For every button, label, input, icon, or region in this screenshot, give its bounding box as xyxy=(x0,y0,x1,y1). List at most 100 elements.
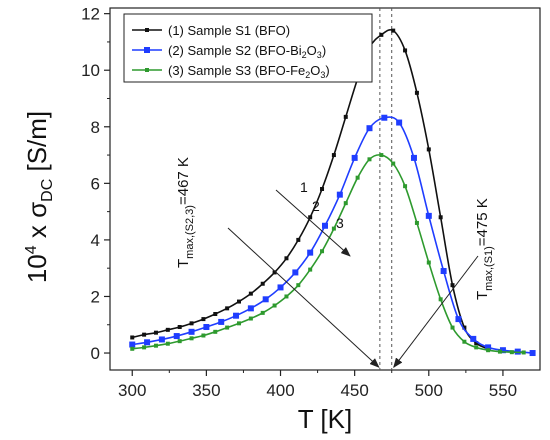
data-point xyxy=(225,306,230,311)
data-point xyxy=(343,114,348,119)
data-point xyxy=(396,119,403,126)
data-point xyxy=(414,220,419,225)
y-tick-label: 2 xyxy=(91,287,100,306)
data-point xyxy=(499,347,506,354)
x-tick-label: 300 xyxy=(118,381,146,400)
data-point xyxy=(426,147,431,152)
legend-swatch-marker xyxy=(144,47,150,53)
data-point xyxy=(213,312,218,317)
data-point xyxy=(331,153,336,158)
data-point xyxy=(381,114,388,121)
data-point xyxy=(336,191,343,198)
data-point xyxy=(391,28,396,33)
data-point xyxy=(366,125,373,132)
data-point xyxy=(351,154,358,161)
series-1 xyxy=(130,28,491,351)
data-point xyxy=(248,316,253,321)
data-point xyxy=(379,32,384,37)
x-tick-label: 350 xyxy=(192,381,220,400)
x-tick-label: 400 xyxy=(266,381,294,400)
annotation-layer: Tmax,(S2,3)=467 K Tmax,(S1)=475 K 123 xyxy=(175,157,495,368)
y-axis-title: 104 x σDC [S/m] xyxy=(22,111,56,283)
data-point xyxy=(440,268,447,275)
y-tick-label: 0 xyxy=(91,344,100,363)
series-3 xyxy=(130,153,526,355)
data-point xyxy=(165,327,170,332)
data-point xyxy=(262,296,269,303)
series-2 xyxy=(129,114,536,357)
legend-label: (3) Sample S3 (BFO-Fe2O3) xyxy=(168,63,330,80)
data-point xyxy=(296,237,301,242)
data-point xyxy=(331,226,336,231)
series-layer xyxy=(129,28,536,357)
data-point xyxy=(425,212,432,219)
curve-number-label: 1 xyxy=(300,179,308,195)
x-tick-label: 550 xyxy=(489,381,517,400)
data-point xyxy=(391,161,396,166)
data-point xyxy=(189,336,194,341)
tmax-s23-label: Tmax,(S2,3)=467 K xyxy=(175,157,196,268)
legend-swatch-marker xyxy=(145,28,149,32)
curve-number-label: 2 xyxy=(312,198,320,214)
tmax-s23-arrow xyxy=(227,227,380,368)
data-point xyxy=(410,154,417,161)
tmax-s1-arrow xyxy=(393,255,479,368)
x-tick-label: 500 xyxy=(415,381,443,400)
data-point xyxy=(403,48,408,53)
data-point xyxy=(237,321,241,326)
data-point xyxy=(284,256,289,261)
data-point xyxy=(474,345,479,350)
data-point xyxy=(379,153,384,158)
data-point xyxy=(153,343,158,348)
data-point xyxy=(521,350,526,355)
data-point xyxy=(284,294,289,299)
trend-arrow xyxy=(275,189,351,257)
data-point xyxy=(165,341,170,346)
data-point xyxy=(173,333,180,340)
data-point xyxy=(129,341,136,348)
data-point xyxy=(248,291,253,296)
legend: (1) Sample S1 (BFO) (2) Sample S2 (BFO-Bi… xyxy=(123,13,373,83)
legend-entry: (2) Sample S2 (BFO-Bi2O3) xyxy=(132,43,326,60)
data-point xyxy=(272,303,277,308)
data-point xyxy=(343,201,348,206)
data-point xyxy=(509,350,514,355)
data-point xyxy=(307,249,314,256)
data-point xyxy=(485,344,492,351)
data-point xyxy=(320,249,325,254)
data-point xyxy=(177,339,182,344)
data-point xyxy=(486,348,491,353)
curve-number-label: 3 xyxy=(336,215,344,231)
legend-label: (2) Sample S2 (BFO-Bi2O3) xyxy=(168,43,326,60)
data-point xyxy=(177,325,182,330)
series-2-line xyxy=(132,116,533,354)
data-point xyxy=(320,187,325,191)
data-point xyxy=(450,283,455,288)
data-point xyxy=(355,175,360,180)
data-point xyxy=(367,157,372,162)
data-point xyxy=(497,349,502,354)
data-point xyxy=(403,184,408,189)
data-point xyxy=(277,284,284,291)
data-point xyxy=(260,310,265,315)
legend-box xyxy=(123,13,373,83)
data-point xyxy=(233,312,240,319)
data-point xyxy=(455,316,462,323)
data-point xyxy=(130,346,135,351)
data-point xyxy=(308,267,313,272)
data-point xyxy=(308,215,313,220)
y-tick-label: 8 xyxy=(91,118,100,137)
series-3-line xyxy=(132,154,524,354)
y-tick-label: 10 xyxy=(81,61,100,80)
data-point xyxy=(292,269,299,276)
data-point xyxy=(189,321,194,326)
data-point xyxy=(142,332,147,337)
data-point xyxy=(144,339,151,346)
data-point xyxy=(296,283,301,288)
legend-entry: (1) Sample S1 (BFO) xyxy=(132,23,290,38)
data-point xyxy=(218,318,225,325)
legend-label: (1) Sample S1 (BFO) xyxy=(168,23,290,38)
data-point xyxy=(213,329,218,334)
